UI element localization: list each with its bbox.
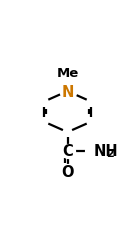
Text: C: C bbox=[62, 144, 73, 159]
Text: Me: Me bbox=[56, 67, 79, 80]
Text: O: O bbox=[61, 164, 74, 179]
Text: N: N bbox=[61, 84, 74, 99]
Text: 2: 2 bbox=[106, 148, 114, 158]
Text: NH: NH bbox=[94, 144, 119, 159]
